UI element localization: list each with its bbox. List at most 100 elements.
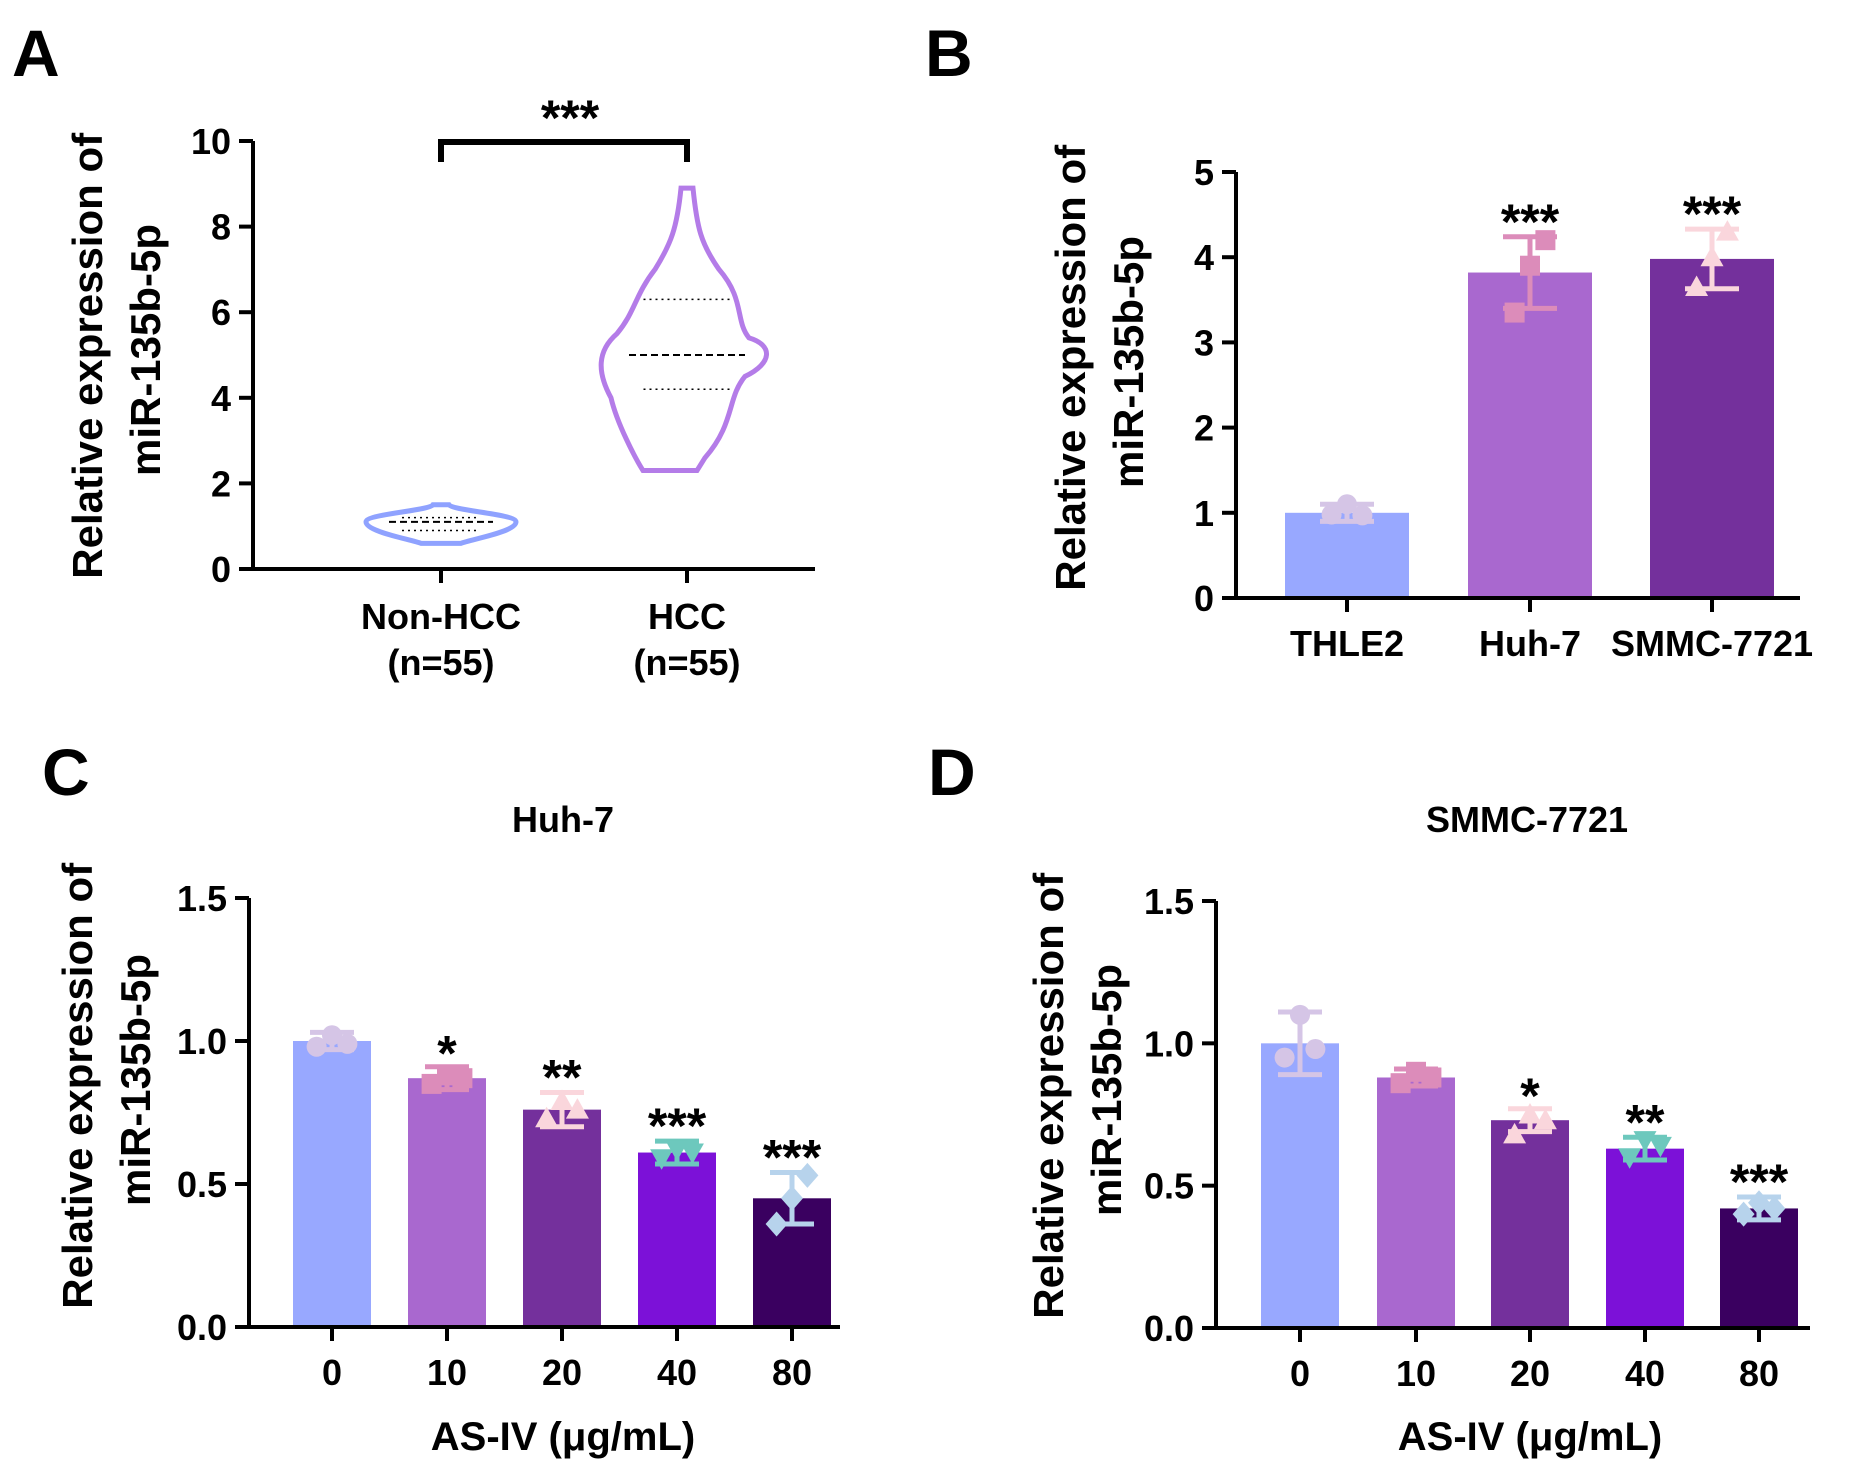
- panel-b-bar-SMMC-7721: [1650, 258, 1774, 596]
- panel-d-y-tick-label: 0.5: [1144, 1166, 1194, 1207]
- panel-b-x-tick-label: Huh-7: [1479, 623, 1581, 664]
- panel-c-x-tick-label: 20: [542, 1352, 582, 1393]
- panel-a-violin-non-hcc: [363, 502, 519, 546]
- panel-c-data-point: [650, 1149, 674, 1170]
- panel-a-ylabel-line1: Relative expression of: [64, 132, 111, 579]
- panel-c-data-point: [452, 1068, 473, 1089]
- panel-c-y-tick-label: 0.5: [177, 1164, 227, 1205]
- panel-a-x-tick-label: Non-HCC: [361, 596, 521, 637]
- panel-c-data-point: [421, 1073, 442, 1094]
- panel-a-significance-bracket: [438, 139, 690, 162]
- panel-c-data-point: [437, 1065, 457, 1086]
- panel-c-title: Huh-7: [512, 799, 614, 840]
- panel-b-y-tick-label: 0: [1194, 578, 1214, 619]
- panel-b-data-point: [1685, 275, 1709, 297]
- panel-c-ylabel: Relative expression of miR-135b-5p: [54, 851, 159, 1309]
- panel-d-bar-40: [1606, 1148, 1684, 1326]
- panel-b-data-point: [1352, 505, 1373, 526]
- panel-d-data-point: [1732, 1201, 1755, 1227]
- panel-c-data-point: [535, 1106, 559, 1128]
- panel-c-data-point: [680, 1143, 704, 1165]
- panel-b-data-point: [1535, 230, 1556, 251]
- panel-d-data-point: [1503, 1122, 1527, 1144]
- panel-d-letter: D: [928, 735, 976, 809]
- panel-c-y-tick-label: 1.5: [177, 878, 227, 919]
- panel-d-ylabel-line2: miR-135b-5p: [1083, 964, 1130, 1216]
- panel-b-y-tick-label: 5: [1194, 152, 1214, 193]
- panel-b-data-point: [1337, 494, 1357, 515]
- panel-d-significance-label: **: [1626, 1094, 1665, 1150]
- panel-b-bar-Huh-7: [1468, 272, 1592, 596]
- panel-d-data-point: [1274, 1047, 1295, 1068]
- panel-d-significance-label: ***: [1730, 1154, 1789, 1210]
- panel-d-data-point: [1290, 1004, 1310, 1025]
- panel-d-ylabel-line1: Relative expression of: [1025, 872, 1072, 1319]
- panel-c-data-point: [781, 1185, 803, 1211]
- panel-a-x-tick-sublabel: (n=55): [387, 642, 494, 683]
- panel-d-x-tick-label: 10: [1396, 1353, 1436, 1394]
- panel-b-data-point: [1700, 245, 1724, 267]
- panel-c-bar-0: [293, 1041, 371, 1325]
- panel-d-xlabel: AS-IV (μg/mL): [1398, 1415, 1662, 1459]
- panel-c-data-point: [796, 1162, 819, 1188]
- panel-a-y-tick-label: 6: [211, 292, 231, 333]
- panel-d-data-point: [1406, 1061, 1426, 1082]
- panel-a-violin-hcc: [598, 185, 769, 474]
- panel-c-data-point: [550, 1089, 574, 1111]
- panel-c-bar-20: [523, 1109, 601, 1325]
- panel-d-data-point: [1533, 1108, 1557, 1130]
- panel-a-ylabel-line2: miR-135b-5p: [122, 224, 169, 476]
- panel-a-y-tick-label: 4: [211, 378, 231, 419]
- panel-b-significance-label: ***: [1683, 186, 1742, 242]
- panel-b-ylabel: Relative expression of miR-135b-5p: [1047, 133, 1152, 591]
- panel-a-x-tick-sublabel: (n=55): [633, 642, 740, 683]
- panel-d-data-point: [1648, 1136, 1672, 1158]
- panel-c-data-point: [565, 1098, 589, 1119]
- panel-d-data-point: [1763, 1195, 1786, 1221]
- panel-a-ylabel: Relative expression of miR-135b-5p: [64, 121, 169, 579]
- panel-c-significance-label: ***: [763, 1130, 822, 1186]
- panel-d-significance-label: *: [1520, 1068, 1540, 1124]
- panel-c-y-tick-label: 1.0: [177, 1021, 227, 1062]
- panel-c-bar-10: [408, 1078, 486, 1325]
- panel-d-x-tick-label: 40: [1625, 1353, 1665, 1394]
- panel-d-data-point: [1618, 1148, 1642, 1169]
- panel-c-significance-label: **: [543, 1049, 582, 1105]
- panel-b-significance-label: ***: [1501, 194, 1560, 250]
- panel-b-data-point: [1715, 220, 1739, 241]
- panel-d-bar-80: [1720, 1208, 1798, 1326]
- plot-layer: 0246810Non-HCC(n=55)HCC(n=55)***012345TH…: [177, 90, 1813, 1394]
- panel-a-x-tick-label: HCC: [648, 596, 726, 637]
- panel-b-y-tick-label: 2: [1194, 408, 1214, 449]
- panel-c-significance-label: ***: [648, 1098, 707, 1154]
- panel-c-data-point: [765, 1211, 788, 1237]
- panel-c-bar-40: [638, 1152, 716, 1325]
- panel-d-title: SMMC-7721: [1426, 799, 1628, 840]
- panel-c-y-tick-label: 0.0: [177, 1307, 227, 1348]
- panel-c-ylabel-line1: Relative expression of: [54, 862, 101, 1309]
- panel-b-bar-THLE2: [1285, 512, 1409, 596]
- panel-d-ylabel: Relative expression of miR-135b-5p: [1025, 861, 1130, 1319]
- panel-c-letter: C: [42, 735, 90, 809]
- panel-d-x-tick-label: 0: [1290, 1353, 1310, 1394]
- panel-a-significance-label: ***: [541, 90, 600, 146]
- panel-d-data-point: [1390, 1073, 1411, 1094]
- panel-d-data-point: [1633, 1131, 1657, 1152]
- panel-d-data-point: [1518, 1103, 1542, 1124]
- panel-a-y-tick-label: 0: [211, 549, 231, 590]
- panel-d-bar-0: [1261, 1043, 1339, 1326]
- panel-d-bar-20: [1491, 1120, 1569, 1326]
- panel-a-letter: A: [12, 16, 60, 90]
- panel-c-x-tick-label: 80: [772, 1352, 812, 1393]
- panel-b-data-point: [1520, 255, 1540, 276]
- panel-b-x-tick-label: THLE2: [1290, 623, 1404, 664]
- panel-b-y-tick-label: 3: [1194, 322, 1214, 363]
- panel-d-y-tick-label: 1.5: [1144, 881, 1194, 922]
- panel-b-y-tick-label: 4: [1194, 237, 1214, 278]
- panel-c-significance-label: *: [437, 1026, 457, 1082]
- panel-b-y-tick-label: 1: [1194, 493, 1214, 534]
- panel-d-data-point: [1305, 1039, 1326, 1060]
- panel-c-data-point: [337, 1033, 358, 1054]
- panel-c-xlabel: AS-IV (μg/mL): [431, 1415, 695, 1459]
